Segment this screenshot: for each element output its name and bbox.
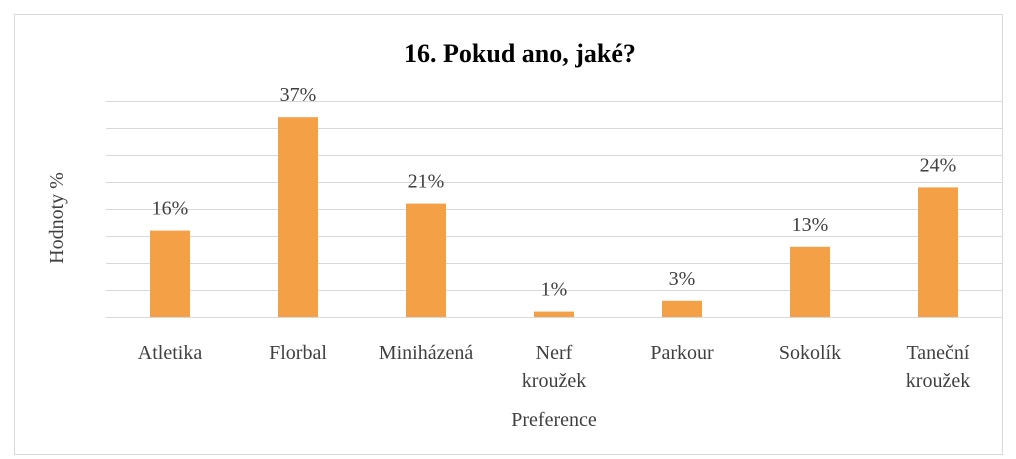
- x-tick-label: Florbal: [269, 342, 327, 364]
- data-label: 1%: [541, 279, 568, 301]
- bar: [918, 187, 958, 317]
- x-tick-label: Atletika: [138, 342, 203, 364]
- bar: [406, 203, 446, 317]
- x-tick-label: Nerf kroužek: [522, 342, 586, 392]
- chart-title: 16. Pokud ano, jaké?: [404, 39, 636, 68]
- x-tick-label: Parkour: [650, 342, 714, 364]
- data-label: 16%: [152, 198, 189, 220]
- data-label: 13%: [792, 214, 829, 236]
- x-axis-title: Preference: [511, 409, 597, 431]
- data-label: 24%: [920, 154, 957, 176]
- bar: [662, 300, 702, 317]
- data-label: 3%: [669, 268, 696, 290]
- x-tick-label: Sokolík: [779, 342, 841, 364]
- bar: [790, 246, 830, 317]
- x-tick-label: Taneční kroužek: [906, 342, 970, 392]
- x-tick-label: Miniházená: [379, 342, 474, 364]
- bar: [278, 117, 318, 317]
- data-label: 21%: [408, 171, 445, 193]
- bar: [150, 230, 190, 317]
- data-label: 37%: [280, 84, 317, 106]
- bar: [534, 311, 574, 317]
- y-axis-title: Hodnoty %: [46, 172, 68, 264]
